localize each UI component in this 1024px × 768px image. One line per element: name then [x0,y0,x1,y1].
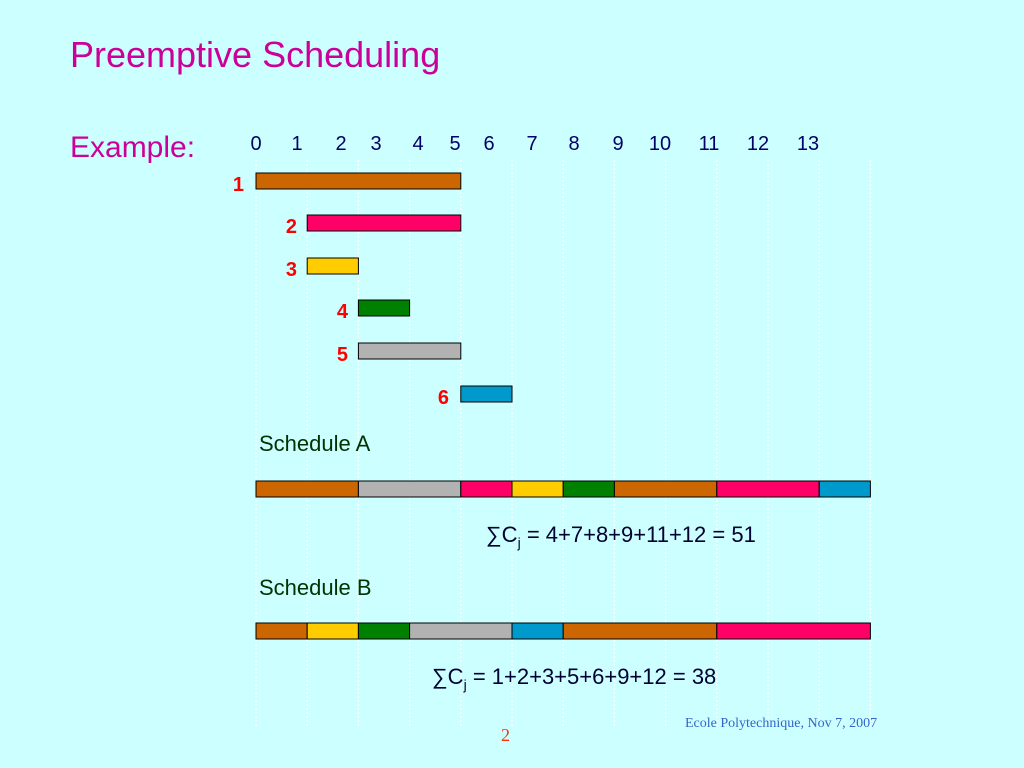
job-label-2: 2 [286,216,297,238]
schedule-a-segment-job-2 [716,480,820,498]
tick-label: 12 [747,133,769,155]
schedule-b-formula-rest: = 1+2+3+5+6+9+12 = 38 [466,664,717,689]
tick-label: 7 [526,133,537,155]
job-bar-6 [460,385,513,403]
schedule-a-segment-job-3 [511,480,564,498]
tick-label: 1 [291,133,302,155]
schedule-b-segment-job-2 [716,622,871,640]
schedule-a-segment-job-5 [357,480,462,498]
schedule-a-segment-job-6 [818,480,871,498]
schedule-b-formula: ∑Cj = 1+2+3+5+6+9+12 = 38 [432,664,716,692]
job-bar-1 [255,172,462,190]
slide-title: Preemptive Scheduling [70,34,441,75]
schedule-b-bar [255,622,871,640]
tick-label: 0 [250,133,261,155]
schedule-a-formula-rest: = 4+7+8+9+11+12 = 51 [520,522,756,547]
tick-label: 13 [797,133,819,155]
job-bar-3 [306,257,359,275]
job-bar-5 [357,342,462,360]
page-number: 2 [501,725,510,745]
schedule-b-segment-job-4 [357,622,411,640]
tick-label: 10 [649,133,671,155]
tick-label: 5 [449,133,460,155]
schedule-a-label: Schedule A [259,431,371,456]
schedule-a-bar [255,480,871,498]
schedule-b-segment-job-1 [255,622,308,640]
schedule-a-formula: ∑Cj = 4+7+8+9+11+12 = 51 [486,522,756,550]
schedule-b-formula-sub: j [463,676,467,693]
tick-label: 6 [483,133,494,155]
schedule-b-segment-job-1 [562,622,718,640]
tick-label: 11 [699,133,720,155]
footer-text: Ecole Polytechnique, Nov 7, 2007 [685,716,878,731]
job-label-4: 4 [337,301,349,323]
schedule-b-label: Schedule B [259,575,372,600]
tick-label: 9 [612,133,623,155]
schedule-b-segment-job-6 [511,622,564,640]
job-label-6: 6 [438,387,449,409]
tick-label: 4 [412,133,423,155]
schedule-a-formula-prefix: ∑C [486,522,518,547]
job-label-1: 1 [233,174,244,196]
job-bar-2 [306,214,462,232]
job-label-3: 3 [286,259,297,281]
schedule-b-segment-job-5 [409,622,513,640]
schedule-a-segment-job-1 [255,480,359,498]
tick-label: 8 [568,133,579,155]
schedule-b-formula-prefix: ∑C [432,664,464,689]
schedule-a-segment-job-4 [562,480,615,498]
schedule-a-formula-sub: j [517,534,521,551]
schedule-a-segment-job-1 [613,480,718,498]
job-bars: 1 2 3 4 5 6 [233,172,513,409]
schedule-b-segment-job-3 [306,622,359,640]
job-bar-4 [357,299,411,317]
example-label: Example: [70,131,196,164]
tick-label: 2 [335,133,346,155]
schedule-a-segment-job-2 [460,480,513,498]
time-axis-ticks: 0 1 2 3 4 5 6 7 8 9 10 11 12 13 [250,133,819,155]
tick-label: 3 [370,133,381,155]
job-label-5: 5 [337,344,348,366]
